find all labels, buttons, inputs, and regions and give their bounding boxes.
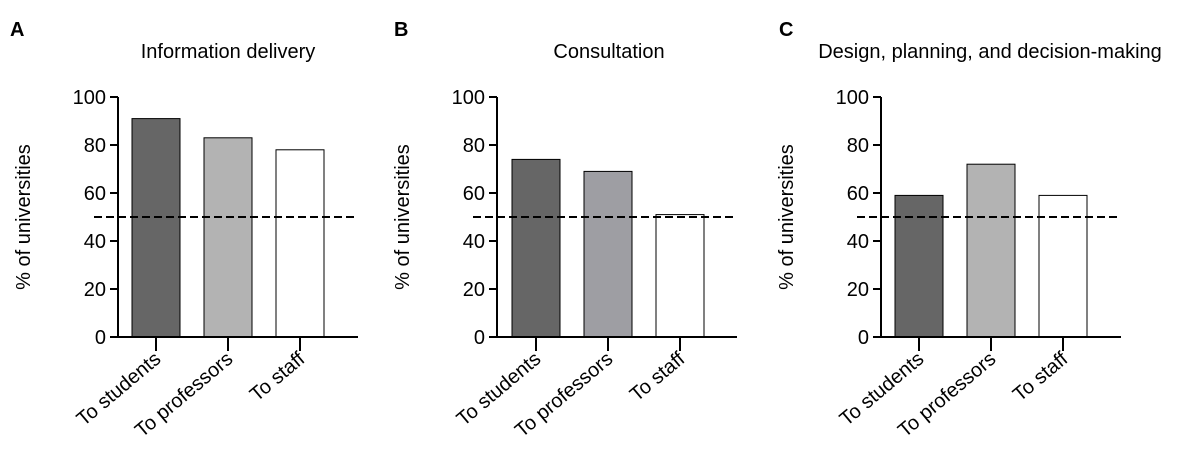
y-tick-label: 0	[858, 327, 869, 349]
chart-title: Design, planning, and decision-making	[818, 41, 1162, 63]
y-tick-label: 40	[847, 231, 869, 253]
y-tick-label: 0	[474, 327, 485, 349]
y-tick-label: 20	[84, 279, 106, 301]
y-tick-label: 60	[84, 183, 106, 205]
y-tick-label: 40	[463, 231, 485, 253]
bar-to-students	[511, 158, 561, 338]
panel-letter: C	[779, 19, 793, 41]
y-tick-label: 80	[463, 135, 485, 157]
y-tick-label: 100	[73, 87, 106, 109]
x-tick-label: To staff	[1009, 348, 1073, 406]
y-tick-label: 40	[84, 231, 106, 253]
chart-panel-b: B Consultation % of universities 0 20 40 60 80 1…	[392, 19, 737, 442]
x-tick-label: To staff	[246, 348, 310, 406]
bar-to-staff	[1038, 194, 1088, 338]
y-tick-label: 0	[95, 327, 106, 349]
bar-to-professors	[203, 137, 253, 338]
y-tick-label: 60	[847, 183, 869, 205]
y-tick-label: 100	[452, 87, 485, 109]
y-axis-label: % of universities	[776, 144, 798, 290]
chart-title: Consultation	[553, 41, 664, 63]
chart-panel-a: A Information delivery % of universities 0 2…	[10, 19, 358, 442]
y-tick-label: 20	[847, 279, 869, 301]
bar-to-professors	[583, 170, 633, 338]
chart-title: Information delivery	[141, 41, 316, 63]
x-tick-label: To staff	[626, 348, 690, 406]
bar-to-staff	[655, 214, 705, 338]
chart-panel-c: C Design, planning, and decision-making % …	[776, 19, 1162, 442]
y-tick-label: 20	[463, 279, 485, 301]
panel-letter: B	[394, 19, 408, 41]
bar-to-staff	[275, 149, 325, 338]
y-tick-label: 60	[463, 183, 485, 205]
y-tick-label: 100	[836, 87, 869, 109]
y-tick-label: 80	[84, 135, 106, 157]
y-axis-label: % of universities	[13, 144, 35, 290]
bar-to-students	[131, 118, 181, 338]
panel-letter: A	[10, 19, 24, 41]
bar-to-students	[894, 194, 944, 338]
y-tick-label: 80	[847, 135, 869, 157]
y-axis-label: % of universities	[392, 144, 414, 290]
bar-to-professors	[966, 163, 1016, 338]
